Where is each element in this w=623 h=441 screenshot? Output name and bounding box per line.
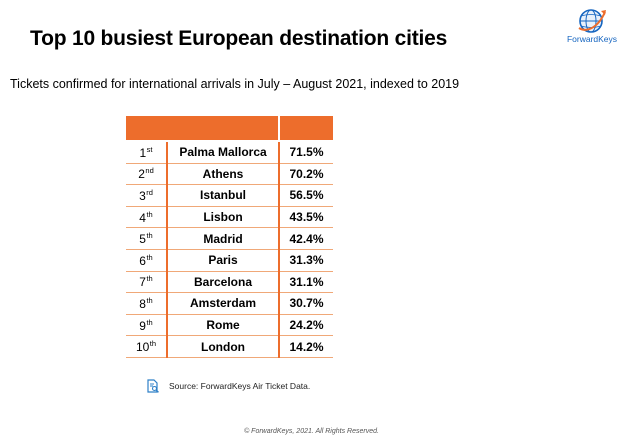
rank-suffix: th xyxy=(146,209,153,219)
rank-cell: 5th xyxy=(126,227,167,250)
rank-suffix: th xyxy=(146,295,153,305)
rank-cell: 3rd xyxy=(126,184,167,207)
value-cell: 43.5% xyxy=(279,206,333,229)
city-cell: Rome xyxy=(166,314,280,337)
table-row: 5th Madrid 42.4% xyxy=(126,227,333,250)
value-cell: 14.2% xyxy=(279,335,333,358)
header-cell-city xyxy=(167,116,280,142)
rank-number: 2 xyxy=(138,167,145,182)
rank-number: 9 xyxy=(139,318,146,333)
globe-icon xyxy=(578,9,606,33)
rank-suffix: th xyxy=(146,252,153,262)
page-subtitle: Tickets confirmed for international arri… xyxy=(10,77,460,91)
city-cell: London xyxy=(166,335,280,358)
table-row: 7th Barcelona 31.1% xyxy=(126,271,333,294)
city-cell: Athens xyxy=(166,163,280,186)
source-text: Source: ForwardKeys Air Ticket Data. xyxy=(169,381,311,391)
header-cell-value xyxy=(279,116,333,142)
value-cell: 71.5% xyxy=(279,141,333,164)
city-cell: Istanbul xyxy=(166,184,280,207)
rank-cell: 10th xyxy=(126,335,167,358)
table-row: 6th Paris 31.3% xyxy=(126,249,333,272)
table-header-row xyxy=(126,116,333,142)
value-cell: 42.4% xyxy=(279,227,333,250)
city-cell: Paris xyxy=(166,249,280,272)
rank-suffix: th xyxy=(146,231,153,241)
rank-cell: 8th xyxy=(126,292,167,315)
source-note: Source: ForwardKeys Air Ticket Data. xyxy=(146,379,310,393)
value-cell: 24.2% xyxy=(279,314,333,337)
brand-logo: ForwardKeys xyxy=(566,6,618,48)
rank-cell: 4th xyxy=(126,206,167,229)
value-cell: 56.5% xyxy=(279,184,333,207)
rank-cell: 9th xyxy=(126,314,167,337)
value-cell: 30.7% xyxy=(279,292,333,315)
header-cell-rank xyxy=(126,116,167,142)
rank-number: 3 xyxy=(139,188,146,203)
rank-number: 8 xyxy=(139,296,146,311)
rank-number: 5 xyxy=(139,232,146,247)
table-row: 9th Rome 24.2% xyxy=(126,314,333,337)
rank-suffix: nd xyxy=(145,166,154,176)
city-cell: Lisbon xyxy=(166,206,280,229)
value-cell: 31.3% xyxy=(279,249,333,272)
rank-suffix: st xyxy=(146,144,153,154)
rank-number: 1 xyxy=(139,145,147,160)
value-cell: 31.1% xyxy=(279,271,333,294)
rank-cell: 6th xyxy=(126,249,167,272)
rank-suffix: rd xyxy=(146,187,153,197)
copyright-notice: © ForwardKeys, 2021. All Rights Reserved… xyxy=(244,428,379,435)
brand-name: ForwardKeys xyxy=(566,34,618,44)
city-cell: Palma Mallorca xyxy=(166,141,280,164)
table-row: 1st Palma Mallorca 71.5% xyxy=(126,141,333,164)
rank-number: 4 xyxy=(139,210,146,225)
table-row: 8th Amsterdam 30.7% xyxy=(126,292,333,315)
city-cell: Amsterdam xyxy=(166,292,280,315)
rank-suffix: th xyxy=(146,317,153,327)
document-search-icon xyxy=(147,379,159,393)
table-row: 4th Lisbon 43.5% xyxy=(126,206,333,229)
ranking-table: 1st Palma Mallorca 71.5% 2nd Athens 70.2% 3rd I… xyxy=(126,116,333,358)
ranking-table-body: 1st Palma Mallorca 71.5% 2nd Athens 70.2% 3rd I… xyxy=(126,116,333,358)
city-cell: Barcelona xyxy=(166,271,280,294)
city-cell: Madrid xyxy=(166,227,280,250)
rank-suffix: th xyxy=(149,339,157,349)
table-row: 3rd Istanbul 56.5% xyxy=(126,184,333,207)
table-row: 10th London 14.2% xyxy=(126,335,333,358)
rank-suffix: th xyxy=(146,274,153,284)
value-cell: 70.2% xyxy=(279,163,333,186)
rank-cell: 2nd xyxy=(126,163,167,186)
rank-number: 10 xyxy=(135,340,150,355)
rank-cell: 7th xyxy=(126,271,167,294)
page-title: Top 10 busiest European destination citi… xyxy=(30,27,448,50)
table-row: 2nd Athens 70.2% xyxy=(126,163,333,186)
rank-number: 6 xyxy=(139,253,146,268)
rank-number: 7 xyxy=(139,275,146,290)
rank-cell: 1st xyxy=(126,141,167,164)
